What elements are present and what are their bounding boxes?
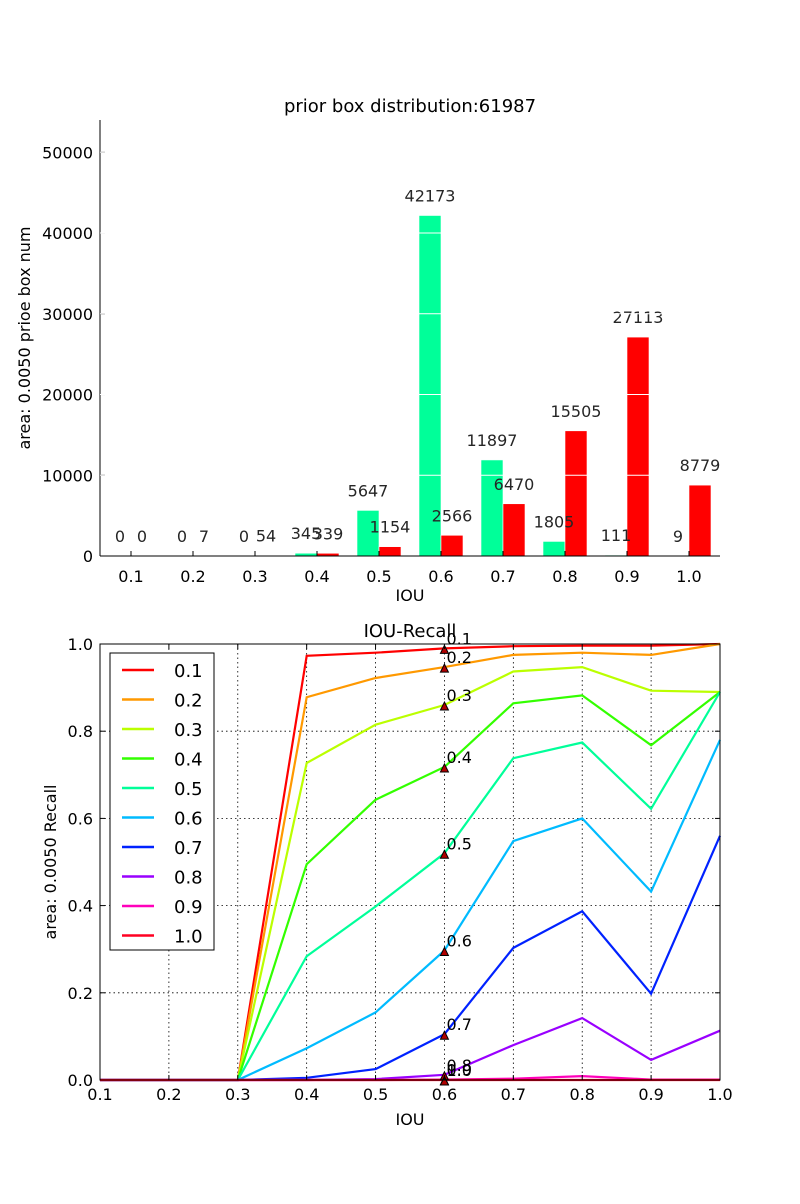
x-tick-label: 0.5 (366, 567, 391, 586)
y-tick-label: 0.4 (68, 897, 93, 916)
line-chart: IOU-Recall IOU area: 0.0050 Recall 0.10.… (41, 621, 733, 1129)
bar-value-label: 1805 (534, 512, 575, 531)
line-chart-ylabel: area: 0.0050 Recall (41, 785, 60, 940)
bar-value-label: 11897 (467, 431, 518, 450)
bar (627, 337, 649, 556)
bar-value-label: 111 (601, 526, 632, 545)
bar (689, 485, 711, 556)
y-tick-label: 0.2 (68, 984, 93, 1003)
y-tick-label: 0.0 (68, 1071, 93, 1090)
bar-value-label: 8779 (680, 456, 721, 475)
y-tick-label: 10000 (42, 466, 93, 485)
bar-chart-ylabel: area: 0.0050 prioe box num (15, 227, 34, 450)
x-tick-label: 0.3 (242, 567, 267, 586)
bar-value-label: 2566 (432, 506, 473, 525)
marker-annotation: 1.0 (446, 1061, 471, 1080)
y-tick-label: 40000 (42, 224, 93, 243)
y-tick-label: 1.0 (68, 635, 93, 654)
y-tick-label: 0.8 (68, 722, 93, 741)
bar-chart-xlabel: IOU (395, 586, 424, 605)
x-tick-label: 0.1 (118, 567, 143, 586)
x-tick-label: 0.9 (638, 1085, 663, 1104)
y-tick-label: 30000 (42, 305, 93, 324)
y-tick-label: 0.6 (68, 809, 93, 828)
marker-annotation: 0.2 (446, 648, 471, 667)
bar (503, 504, 525, 556)
legend-label: 0.1 (174, 661, 203, 682)
bar-value-label: 5647 (348, 481, 389, 500)
bar-value-label: 6470 (494, 475, 535, 494)
line-legend: 0.1 0.2 0.3 0.4 0.5 0.6 0.7 0.8 0.9 1.0 (110, 653, 214, 950)
x-tick-label: 0.6 (432, 1085, 457, 1104)
legend-label: 0.5 (174, 779, 203, 800)
bar-bars (193, 215, 711, 556)
line-markers: 0.10.20.30.40.50.60.70.80.91.0 (440, 629, 471, 1085)
y-tick-label: 50000 (42, 143, 93, 162)
marker-annotation: 0.1 (446, 629, 471, 648)
x-tick-label: 0.2 (180, 567, 205, 586)
bar (441, 535, 463, 556)
legend-label: 0.3 (174, 720, 203, 741)
bar (565, 431, 587, 556)
bar (379, 547, 401, 556)
legend-label: 1.0 (174, 927, 203, 948)
legend-label: 0.9 (174, 897, 203, 918)
marker-annotation: 0.6 (446, 932, 471, 951)
x-tick-label: 0.5 (363, 1085, 388, 1104)
legend-label: 0.8 (174, 868, 203, 889)
bar-value-label: 9 (673, 527, 683, 546)
bar-value-label: 7 (199, 527, 209, 546)
line-chart-xlabel: IOU (395, 1110, 424, 1129)
marker-annotation: 0.3 (446, 686, 471, 705)
bar-value-label: 0 (239, 527, 249, 546)
bar-value-label: 1154 (370, 518, 411, 537)
y-tick-label: 0 (83, 547, 93, 566)
bar-value-label: 27113 (613, 308, 664, 327)
x-tick-label: 0.8 (569, 1085, 594, 1104)
bar-value-label: 0 (177, 527, 187, 546)
bar-value-label: 54 (256, 527, 276, 546)
bar-value-label: 15505 (551, 402, 602, 421)
bar-value-label: 0 (115, 527, 125, 546)
x-tick-label: 0.8 (552, 567, 577, 586)
x-tick-label: 0.3 (225, 1085, 250, 1104)
marker-annotation: 0.4 (446, 748, 471, 767)
legend-label: 0.4 (174, 750, 203, 771)
x-tick-label: 0.2 (156, 1085, 181, 1104)
bar (543, 541, 565, 556)
x-tick-label: 0.7 (490, 567, 515, 586)
bar-value-label: 339 (313, 524, 344, 543)
bar-value-label: 42173 (405, 186, 456, 205)
line-chart-title: IOU-Recall (364, 621, 457, 642)
bar-value-label: 0 (137, 527, 147, 546)
x-tick-label: 0.4 (294, 1085, 319, 1104)
legend-label: 0.6 (174, 809, 203, 830)
bar-chart: prior box distribution:61987 IOU area: 0… (15, 96, 720, 605)
bar-chart-title: prior box distribution:61987 (284, 96, 536, 117)
x-tick-label: 0.7 (501, 1085, 526, 1104)
legend-label: 0.2 (174, 691, 203, 712)
marker-annotation: 0.5 (446, 834, 471, 853)
bar (419, 215, 441, 556)
series-line (100, 1018, 720, 1080)
x-tick-label: 1.0 (707, 1085, 732, 1104)
x-tick-label: 0.6 (428, 567, 453, 586)
legend-label: 0.7 (174, 838, 203, 859)
x-tick-label: 1.0 (676, 567, 701, 586)
y-tick-label: 20000 (42, 386, 93, 405)
x-tick-label: 0.9 (614, 567, 639, 586)
marker-annotation: 0.7 (446, 1015, 471, 1034)
x-tick-label: 0.4 (304, 567, 329, 586)
